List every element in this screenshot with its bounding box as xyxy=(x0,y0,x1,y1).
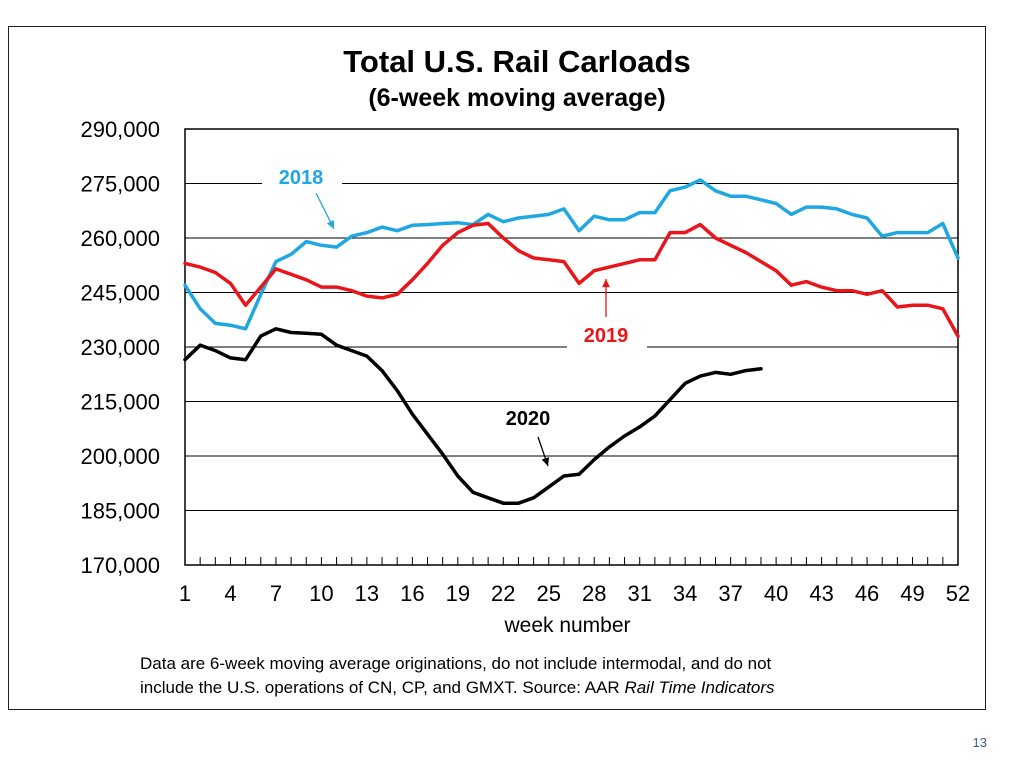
footnote-line-2: include the U.S. operations of CN, CP, a… xyxy=(140,676,775,700)
chart-title: Total U.S. Rail Carloads xyxy=(343,44,691,79)
y-tick-label: 275,000 xyxy=(80,172,160,197)
x-tick-label: 46 xyxy=(855,581,879,606)
x-tick-label: 25 xyxy=(537,581,561,606)
annotation-arrowhead-2018 xyxy=(326,220,334,229)
annotation-bg-2018 xyxy=(262,167,342,191)
page-number: 13 xyxy=(972,735,987,750)
annotation-arrowhead-2019 xyxy=(602,279,610,288)
annotation-bg-2019 xyxy=(567,323,647,349)
source-title: Rail Time Indicators xyxy=(624,678,775,697)
x-tick-label: 28 xyxy=(582,581,606,606)
x-tick-label: 19 xyxy=(446,581,470,606)
series-line-2020 xyxy=(183,327,763,505)
y-tick-label: 260,000 xyxy=(80,226,160,251)
plot-area xyxy=(184,128,959,566)
x-tick-label: 16 xyxy=(400,581,424,606)
chart-subtitle: (6-week moving average) xyxy=(368,84,666,112)
y-tick-label: 290,000 xyxy=(80,117,160,142)
x-tick-label: 13 xyxy=(355,581,379,606)
footnote-line-2-text: include the U.S. operations of CN, CP, a… xyxy=(140,678,625,697)
x-tick-label: 37 xyxy=(718,581,742,606)
series-line-2018 xyxy=(183,178,960,331)
x-tick-label: 22 xyxy=(491,581,515,606)
x-tick-label: 34 xyxy=(673,581,697,606)
x-tick-label: 1 xyxy=(179,581,191,606)
y-tick-label: 200,000 xyxy=(80,444,160,469)
y-tick-label: 215,000 xyxy=(80,390,160,415)
x-tick-label: 40 xyxy=(764,581,788,606)
annotation-label-2018: 2018 xyxy=(279,167,324,189)
footnote: Data are 6-week moving average originati… xyxy=(140,652,775,700)
y-tick-label: 185,000 xyxy=(80,499,160,524)
x-tick-label: 52 xyxy=(946,581,970,606)
annotation-label-2019: 2019 xyxy=(584,325,629,347)
x-tick-label: 10 xyxy=(309,581,333,606)
y-tick-label: 230,000 xyxy=(80,335,160,360)
x-tick-label: 7 xyxy=(270,581,282,606)
annotation-arrowhead-2020 xyxy=(541,457,550,466)
annotation-label-2020: 2020 xyxy=(506,408,551,430)
series-line-2019 xyxy=(183,221,960,338)
annotation-bg-2020 xyxy=(490,406,566,432)
y-tick-label: 245,000 xyxy=(80,281,160,306)
x-tick-label: 49 xyxy=(900,581,924,606)
x-axis-label: week number xyxy=(504,614,631,637)
x-tick-label: 43 xyxy=(809,581,833,606)
x-tick-label: 31 xyxy=(627,581,651,606)
y-tick-label: 170,000 xyxy=(80,553,160,578)
footnote-line-1: Data are 6-week moving average originati… xyxy=(140,654,772,673)
x-tick-label: 4 xyxy=(224,581,236,606)
slide-frame xyxy=(8,26,986,710)
